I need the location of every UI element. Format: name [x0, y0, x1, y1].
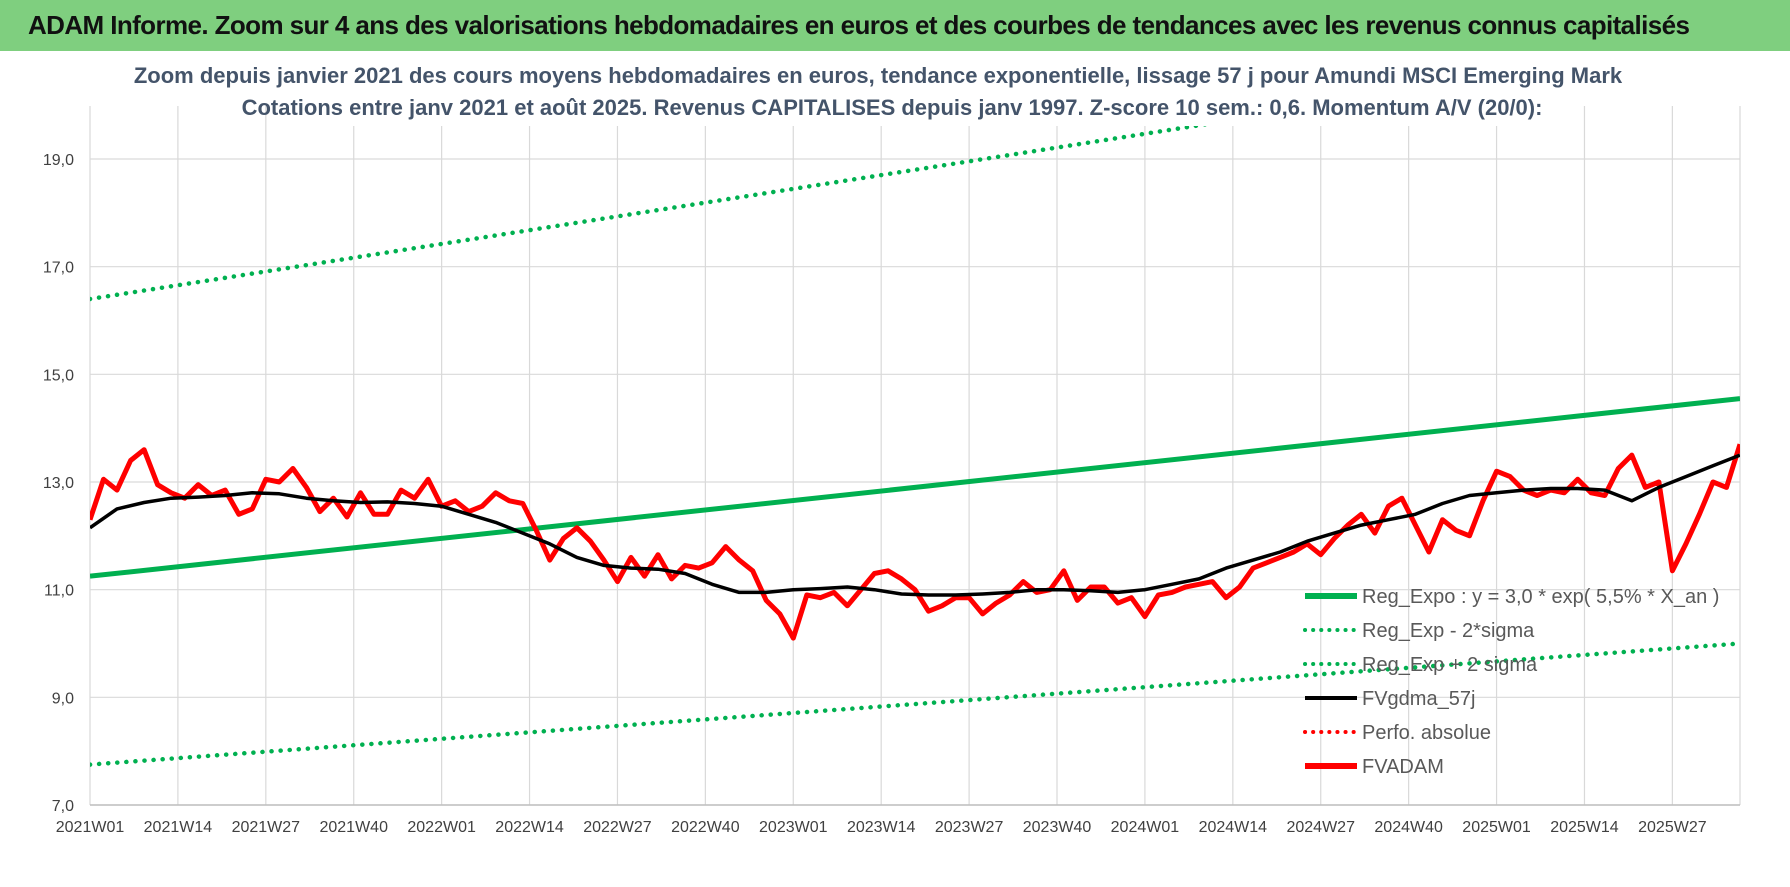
x-tick-label: 2021W27	[232, 819, 301, 836]
title-backdrop-2	[275, 92, 1505, 126]
legend-label: Reg_Expo : y = 3,0 * exp( 5,5% * X_an )	[1362, 586, 1719, 608]
x-tick-label: 2025W14	[1550, 819, 1619, 836]
legend-label: Perfo. absolue	[1362, 722, 1491, 744]
chart-legend: Reg_Expo : y = 3,0 * exp( 5,5% * X_an ) R…	[1303, 586, 1719, 778]
x-tick-label: 2022W01	[407, 819, 476, 836]
title-backdrop	[195, 60, 1585, 92]
y-tick-label: 15,0	[43, 367, 74, 384]
x-tick-label: 2024W40	[1374, 819, 1443, 836]
x-tick-label: 2023W14	[847, 819, 916, 836]
grid-layer	[89, 106, 1741, 806]
y-tick-label: 9,0	[52, 690, 74, 707]
legend-label: Reg_Exp - 2*sigma	[1362, 620, 1535, 642]
y-tick-label: 19,0	[43, 152, 74, 169]
chart-title-line-1: Zoom depuis janvier 2021 des cours moyen…	[134, 63, 1623, 88]
x-tick-label: 2025W01	[1462, 819, 1531, 836]
series-reg-expo	[90, 396, 1740, 579]
x-tick-label: 2021W40	[319, 819, 388, 836]
y-tick-label: 13,0	[43, 475, 74, 492]
chart-title-line-2: Cotations entre janv 2021 et août 2025. …	[242, 95, 1543, 120]
x-tick-label: 2023W27	[935, 819, 1004, 836]
x-tick-label: 2022W14	[495, 819, 564, 836]
legend-label: FVADAM	[1362, 756, 1444, 778]
x-tick-label: 2022W27	[583, 819, 652, 836]
x-tick-label: 2024W14	[1199, 819, 1268, 836]
series-fvadam	[90, 443, 1740, 641]
y-tick-label: 11,0	[44, 583, 74, 600]
x-tick-label: 2022W40	[671, 819, 740, 836]
report-banner-title: ADAM Informe. Zoom sur 4 ans des valoris…	[28, 10, 1690, 40]
y-tick-label: 17,0	[43, 260, 74, 277]
x-tick-label: 2023W01	[759, 819, 828, 836]
x-tick-label: 2024W27	[1286, 819, 1355, 836]
y-tick-label: 7,0	[52, 798, 74, 815]
legend-label: FVgdma_57j	[1362, 688, 1475, 710]
x-tick-label: 2021W14	[144, 819, 213, 836]
x-tick-label: 2021W01	[56, 819, 125, 836]
report-banner: ADAM Informe. Zoom sur 4 ans des valoris…	[0, 0, 1790, 52]
chart-background	[0, 51, 1790, 887]
series-fvgdma-57j	[90, 453, 1740, 597]
axis-layer: 7,0 9,0 11,0 13,0 15,0 17,0 19,0 2021W01 2021W14…	[43, 152, 1740, 836]
legend-label: Reg_Exp + 2 sigma	[1362, 654, 1538, 676]
line-chart: 7,0 9,0 11,0 13,0 15,0 17,0 19,0 2021W01 2021W14…	[0, 51, 1790, 887]
series-reg-exp-plus-2-sigma	[90, 96, 1401, 302]
x-tick-label: 2024W01	[1111, 819, 1180, 836]
x-tick-label: 2025W27	[1638, 819, 1707, 836]
x-tick-label: 2023W40	[1023, 819, 1092, 836]
series-reg-exp-minus-2-sigma	[90, 641, 1740, 767]
series-layer	[90, 96, 1740, 767]
